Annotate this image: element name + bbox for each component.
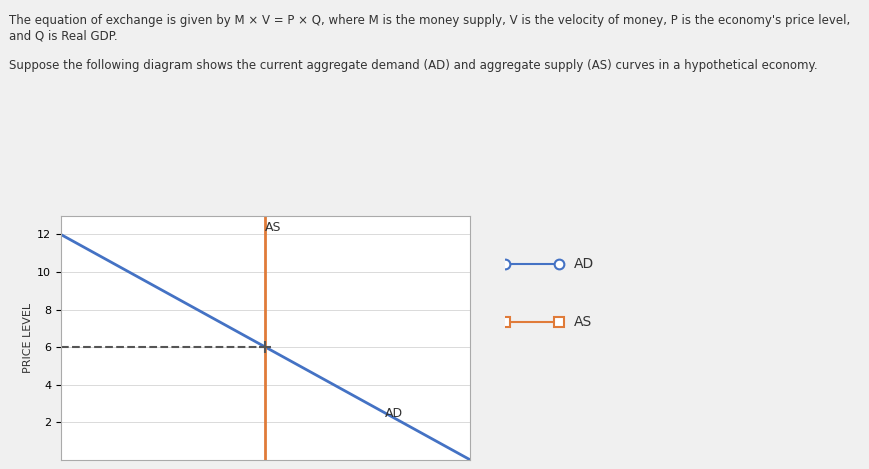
Text: AD: AD bbox=[384, 407, 402, 420]
Text: AD: AD bbox=[574, 257, 594, 271]
Text: The equation of exchange is given by M × V = P × Q, where M is the money supply,: The equation of exchange is given by M ×… bbox=[9, 14, 849, 72]
Y-axis label: PRICE LEVEL: PRICE LEVEL bbox=[23, 303, 33, 373]
Text: AS: AS bbox=[265, 221, 282, 234]
Text: AS: AS bbox=[574, 316, 592, 329]
